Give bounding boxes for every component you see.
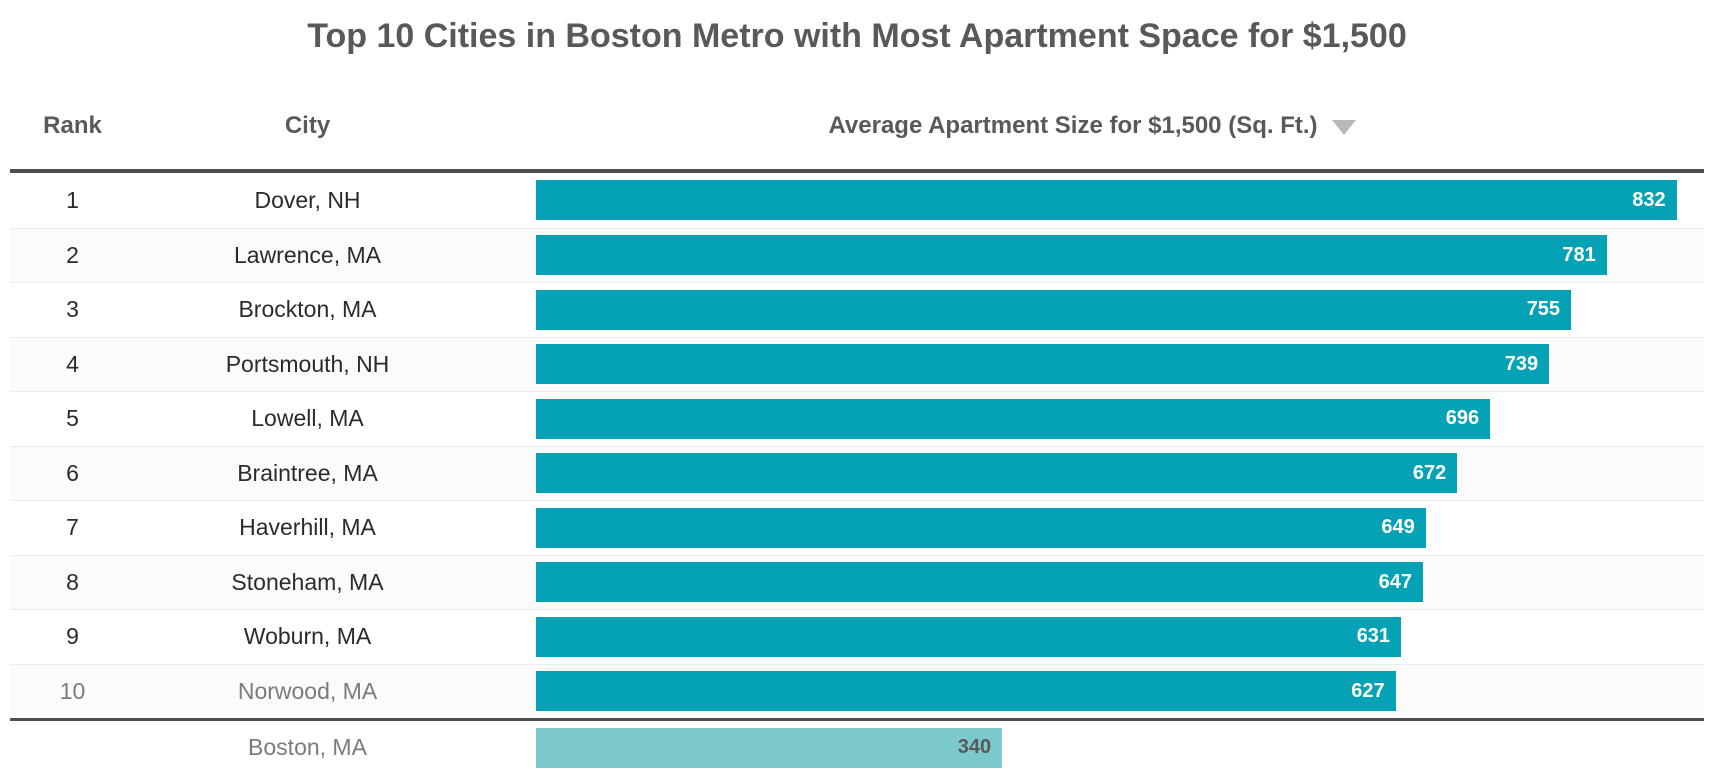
bar-value: 696 bbox=[1445, 407, 1480, 430]
bar: 649 bbox=[536, 507, 1426, 548]
table-body: 1 Dover, NH 832 2 Lawrence, MA 781 3 Bro… bbox=[10, 173, 1704, 774]
bar: 832 bbox=[536, 180, 1677, 221]
city-cell: Lowell, MA bbox=[251, 405, 364, 432]
city-cell: Lawrence, MA bbox=[233, 241, 381, 268]
city-cell: Boston, MA bbox=[248, 734, 367, 760]
rank-cell: 6 bbox=[66, 459, 79, 486]
bar-cell: 781 bbox=[480, 229, 1704, 283]
bar-cell: 649 bbox=[480, 501, 1704, 555]
city-cell: Brockton, MA bbox=[238, 296, 377, 323]
table-row: 8 Stoneham, MA 647 bbox=[10, 554, 1704, 610]
bar-value: 739 bbox=[1504, 352, 1539, 375]
rank-cell: 3 bbox=[66, 296, 79, 323]
table-row: 9 Woburn, MA 631 bbox=[10, 609, 1704, 664]
header-city[interactable]: City bbox=[284, 111, 331, 139]
bar: 696 bbox=[536, 398, 1491, 439]
city-cell: Haverhill, MA bbox=[239, 514, 376, 541]
rank-cell: 4 bbox=[66, 350, 79, 377]
bar: 340 bbox=[536, 727, 1003, 768]
rank-cell: 5 bbox=[66, 405, 79, 432]
bar: 647 bbox=[536, 562, 1423, 603]
table-row: 4 Portsmouth, NH 739 bbox=[10, 336, 1704, 392]
city-cell: Norwood, MA bbox=[237, 677, 378, 704]
bar-cell: 340 bbox=[480, 721, 1704, 774]
bar-cell: 672 bbox=[480, 447, 1704, 501]
bar: 627 bbox=[536, 671, 1396, 712]
table-row: 10 Norwood, MA 627 bbox=[10, 663, 1704, 719]
bar-cell: 631 bbox=[480, 610, 1704, 664]
header-size[interactable]: Average Apartment Size for $1,500 (Sq. F… bbox=[480, 112, 1704, 140]
bar-value: 627 bbox=[1351, 679, 1385, 702]
bar: 781 bbox=[536, 235, 1607, 276]
ranking-table: Rank City Average Apartment Size for $1,… bbox=[10, 58, 1704, 774]
bar: 631 bbox=[536, 616, 1402, 657]
city-cell: Dover, NH bbox=[254, 186, 361, 213]
rank-cell: 10 bbox=[59, 677, 86, 704]
bar: 672 bbox=[536, 453, 1458, 494]
bar-cell: 832 bbox=[480, 173, 1704, 228]
table-row: 2 Lawrence, MA 781 bbox=[10, 227, 1704, 283]
table-row: 5 Lowell, MA 696 bbox=[10, 391, 1704, 446]
bar-value: 755 bbox=[1526, 298, 1561, 321]
table-header-row: Rank City Average Apartment Size for $1,… bbox=[10, 58, 1704, 173]
bar-value: 781 bbox=[1562, 243, 1596, 266]
table-row: 7 Haverhill, MA 649 bbox=[10, 500, 1704, 555]
rank-cell: 7 bbox=[66, 514, 79, 541]
bar-value: 631 bbox=[1356, 625, 1391, 648]
bar-cell: 696 bbox=[480, 392, 1704, 446]
table-row: 6 Braintree, MA 672 bbox=[10, 445, 1704, 501]
bar-value: 672 bbox=[1412, 461, 1447, 484]
rank-cell: 8 bbox=[66, 568, 79, 595]
header-size-label: Average Apartment Size for $1,500 (Sq. F… bbox=[828, 111, 1318, 139]
bar-cell: 755 bbox=[480, 283, 1704, 337]
bar-cell: 739 bbox=[480, 338, 1704, 392]
rank-cell: 1 bbox=[66, 186, 79, 213]
city-cell: Braintree, MA bbox=[237, 459, 378, 486]
city-cell: Portsmouth, NH bbox=[225, 350, 390, 377]
header-rank[interactable]: Rank bbox=[43, 111, 102, 139]
table-row: 3 Brockton, MA 755 bbox=[10, 282, 1704, 337]
bar-value: 340 bbox=[957, 736, 992, 758]
bar-cell: 647 bbox=[480, 556, 1704, 610]
bar: 739 bbox=[536, 344, 1550, 385]
city-cell: Stoneham, MA bbox=[231, 568, 384, 595]
bar-cell: 627 bbox=[480, 665, 1704, 719]
chart-title: Top 10 Cities in Boston Metro with Most … bbox=[307, 17, 1407, 55]
sort-descending-icon[interactable] bbox=[1331, 120, 1356, 135]
bar-value: 832 bbox=[1632, 188, 1666, 211]
rank-cell: 2 bbox=[66, 241, 79, 268]
bar-value: 649 bbox=[1381, 516, 1415, 539]
table-row: 1 Dover, NH 832 bbox=[10, 173, 1704, 228]
table-row: Boston, MA 340 bbox=[10, 718, 1704, 774]
rank-cell: 9 bbox=[66, 623, 79, 650]
bar-value: 647 bbox=[1378, 570, 1412, 593]
bar: 755 bbox=[536, 289, 1572, 330]
city-cell: Woburn, MA bbox=[243, 623, 372, 650]
